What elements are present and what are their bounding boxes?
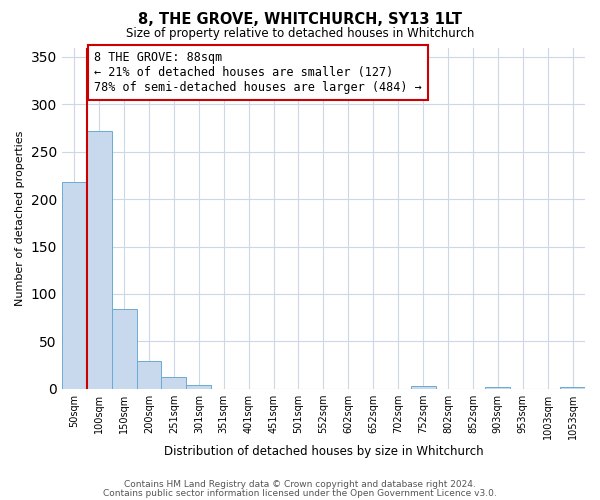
Bar: [161, 378, 187, 388]
Text: Contains public sector information licensed under the Open Government Licence v3: Contains public sector information licen…: [103, 488, 497, 498]
Bar: [187, 385, 211, 388]
X-axis label: Distribution of detached houses by size in Whitchurch: Distribution of detached houses by size …: [164, 444, 483, 458]
Text: 8 THE GROVE: 88sqm
← 21% of detached houses are smaller (127)
78% of semi-detach: 8 THE GROVE: 88sqm ← 21% of detached hou…: [94, 52, 422, 94]
Bar: [410, 386, 436, 388]
Y-axis label: Number of detached properties: Number of detached properties: [15, 130, 25, 306]
Bar: [87, 131, 112, 388]
Text: Contains HM Land Registry data © Crown copyright and database right 2024.: Contains HM Land Registry data © Crown c…: [124, 480, 476, 489]
Bar: [112, 309, 137, 388]
Text: Size of property relative to detached houses in Whitchurch: Size of property relative to detached ho…: [126, 28, 474, 40]
Bar: [62, 182, 87, 388]
Text: 8, THE GROVE, WHITCHURCH, SY13 1LT: 8, THE GROVE, WHITCHURCH, SY13 1LT: [138, 12, 462, 28]
Bar: [560, 387, 585, 388]
Bar: [485, 387, 510, 388]
Bar: [137, 361, 161, 388]
